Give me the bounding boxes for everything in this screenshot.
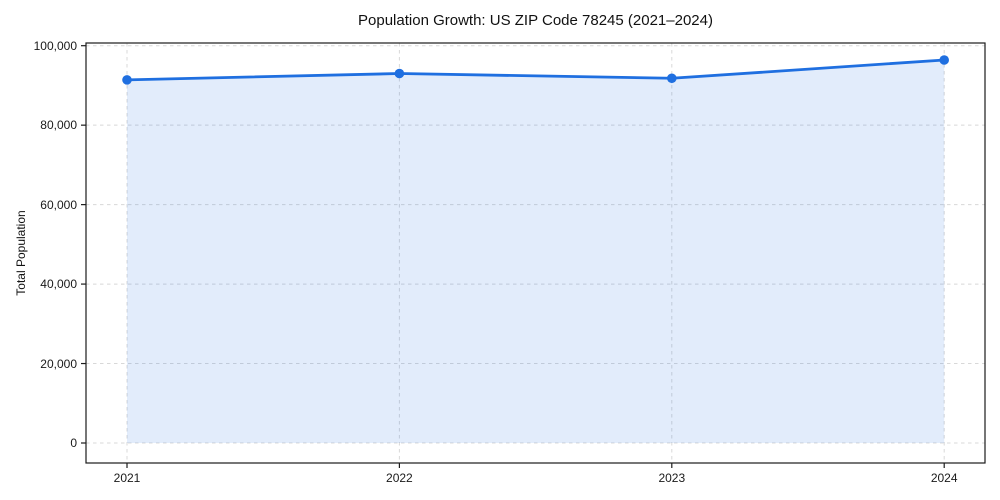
trend-line: [125, 58, 946, 82]
y-tick-label: 100,000: [33, 38, 77, 53]
gridlines: [86, 43, 985, 463]
x-tick-label: 2023: [658, 471, 686, 485]
x-tick-label: 2021: [113, 471, 141, 485]
tick-marks: [81, 45, 945, 468]
y-tick-label: 80,000: [40, 118, 77, 133]
data-point: [667, 73, 677, 84]
plot-border: [85, 42, 986, 464]
data-point: [394, 68, 405, 79]
y-tick-label: 40,000: [40, 277, 77, 292]
chart-title: Population Growth: US ZIP Code 78245 (20…: [358, 12, 713, 29]
data-point: [939, 55, 949, 65]
data-point: [122, 75, 132, 85]
area-fill: [127, 60, 945, 443]
x-tick-label: 2024: [930, 471, 958, 485]
y-tick-label: 0: [70, 436, 77, 450]
x-tick-label: 2022: [386, 471, 413, 485]
y-tick-label: 20,000: [40, 356, 77, 371]
y-tick-label: 60,000: [40, 197, 77, 212]
